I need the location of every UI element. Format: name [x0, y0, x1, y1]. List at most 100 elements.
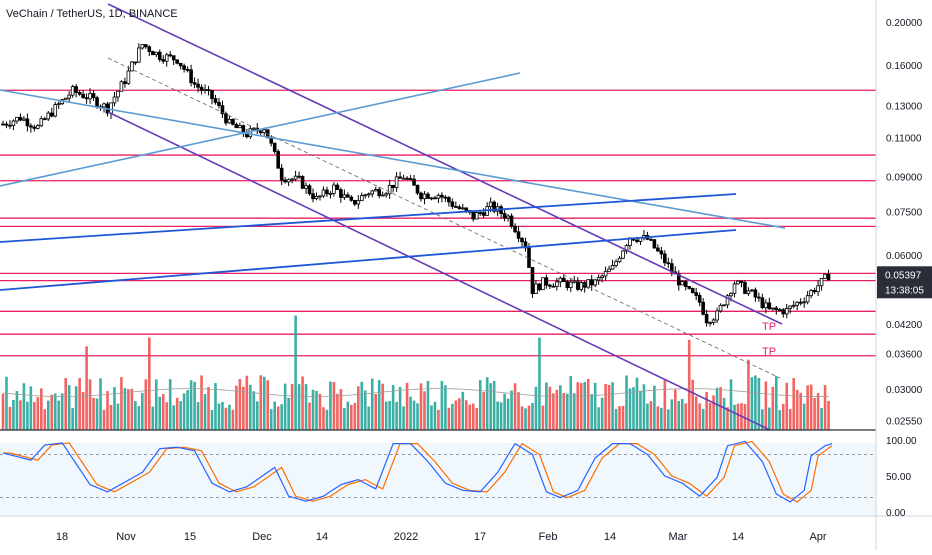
- volume-bar: [485, 377, 489, 430]
- candle: [36, 124, 40, 130]
- volume-bar: [701, 408, 705, 430]
- volume-bar: [722, 397, 726, 430]
- candle: [687, 285, 692, 290]
- volume-bar: [374, 393, 378, 430]
- volume-bar: [416, 403, 419, 430]
- candle: [231, 118, 235, 126]
- osc-tick-label: 0.00: [886, 508, 906, 519]
- candle: [823, 273, 827, 280]
- candle: [102, 102, 106, 113]
- volume-bar: [736, 403, 740, 430]
- volume-bar: [754, 375, 757, 430]
- candle: [384, 191, 388, 198]
- volume-bar: [238, 379, 242, 430]
- volume-bar: [788, 409, 792, 430]
- candle: [579, 280, 584, 292]
- candle: [743, 280, 747, 295]
- volume-bar: [203, 394, 207, 430]
- channel-upper-line[interactable]: [107, 3, 783, 325]
- volume-bar: [336, 393, 339, 430]
- candle: [123, 77, 127, 88]
- volume-bar: [57, 400, 61, 430]
- candle: [697, 292, 702, 307]
- volume-bar: [649, 401, 653, 430]
- candle: [516, 226, 521, 242]
- volume-bar: [182, 393, 186, 430]
- volume-bar: [764, 381, 768, 430]
- volume-bar: [795, 389, 799, 430]
- candle: [408, 175, 413, 181]
- volume-bar: [471, 403, 475, 430]
- candle: [238, 122, 242, 129]
- volume-bar: [339, 389, 343, 430]
- candle: [558, 276, 563, 288]
- volume-bar: [426, 380, 430, 430]
- candle: [164, 52, 169, 67]
- volume-bar: [26, 401, 29, 430]
- candle: [600, 274, 604, 283]
- candle: [474, 210, 479, 220]
- candle: [440, 192, 444, 203]
- volume-bar: [249, 384, 252, 430]
- candle: [572, 275, 577, 284]
- volume-bar: [395, 401, 398, 430]
- time-tick-label: 2022: [394, 531, 418, 543]
- candle: [304, 182, 308, 195]
- volume-bar: [440, 381, 444, 430]
- volume-bar: [802, 403, 806, 430]
- volume-bar: [8, 406, 12, 430]
- candle: [4, 121, 9, 129]
- volume-bar: [245, 375, 249, 430]
- countdown-label: 13:38:05: [885, 285, 924, 296]
- candle: [784, 303, 789, 319]
- candle: [346, 192, 350, 198]
- candle: [283, 176, 287, 184]
- candle: [520, 236, 524, 248]
- volume-bar: [419, 383, 423, 430]
- volume-bar: [548, 386, 552, 430]
- volume-bar: [200, 375, 203, 430]
- candle: [11, 119, 16, 131]
- volume-bar: [262, 376, 266, 430]
- candle: [575, 277, 580, 292]
- volume-bar: [252, 391, 256, 430]
- volume-bar: [405, 382, 409, 430]
- volume-bar: [611, 382, 614, 430]
- trend-line-lower[interactable]: [0, 229, 737, 291]
- candle: [126, 66, 131, 85]
- volume-bar: [308, 402, 311, 430]
- volume-bar: [792, 378, 796, 430]
- volume-bar: [628, 388, 632, 430]
- candle: [506, 214, 510, 222]
- volume-bar: [761, 409, 764, 430]
- candle: [293, 170, 298, 182]
- volume-bar: [168, 379, 172, 430]
- candle: [18, 113, 23, 122]
- volume-bar: [534, 386, 538, 430]
- volume-bar: [639, 390, 642, 430]
- volume-bar: [290, 383, 294, 430]
- price-tick-label: 0.04200: [886, 320, 923, 331]
- candle: [812, 287, 817, 295]
- volume-bar: [12, 399, 15, 430]
- channel-lower-line[interactable]: [107, 111, 771, 431]
- trend-line-upper[interactable]: [0, 193, 737, 243]
- volume-bar: [597, 407, 600, 430]
- candle: [321, 186, 326, 198]
- trend-line-rising[interactable]: [0, 72, 521, 187]
- candle: [443, 195, 448, 202]
- candle: [426, 192, 430, 199]
- candle: [43, 116, 47, 121]
- candle: [429, 197, 434, 201]
- trend-line-falling[interactable]: [0, 89, 786, 229]
- time-tick-label: Nov: [116, 531, 136, 543]
- volume-bar: [625, 375, 628, 430]
- channel-mid-line[interactable]: [107, 57, 781, 379]
- volume-bar: [332, 382, 336, 430]
- volume-bar: [593, 382, 597, 430]
- volume-bar: [22, 383, 26, 430]
- candle: [656, 244, 660, 253]
- volume-bar: [109, 404, 113, 430]
- tp-label-1: TP: [762, 321, 776, 333]
